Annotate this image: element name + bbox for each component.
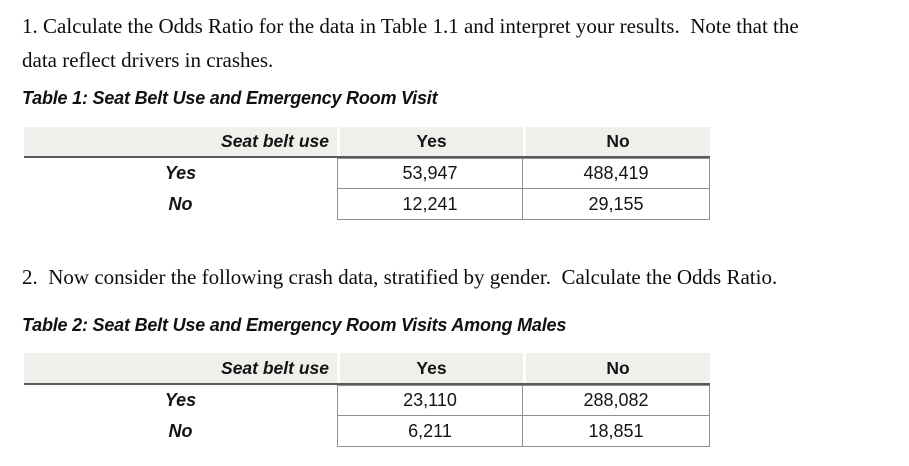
table-1-header-no: No	[526, 127, 710, 156]
problem-2-text: 2. Now consider the following crash data…	[22, 265, 778, 289]
table-2-row-1-yes-value: 23,110	[337, 385, 523, 416]
table-2-caption: Table 2: Seat Belt Use and Emergency Roo…	[22, 315, 567, 335]
table-2-header-yes: Yes	[340, 353, 523, 383]
problem-1-text-line-2: data reflect drivers in crashes.	[22, 48, 274, 72]
table-row: Yes 53,947 488,419	[24, 158, 710, 189]
table-1-row-1-yes-value: 53,947	[337, 158, 523, 189]
table-row: No 6,211 18,851	[24, 416, 710, 447]
table-2-row-1-label: Yes	[164, 390, 197, 410]
table-2-row-2-yes-value: 6,211	[337, 416, 523, 447]
table-row: Yes 23,110 288,082	[24, 385, 710, 416]
table-2-row-2-no-value: 18,851	[523, 416, 710, 447]
table-1-row-2-yes-value: 12,241	[337, 189, 523, 220]
table-1-header-yes: Yes	[340, 127, 523, 156]
table-2-row-1-no-value: 288,082	[523, 385, 710, 416]
table-1-row-1-no-value: 488,419	[523, 158, 710, 189]
table-2-header-no: No	[526, 353, 710, 383]
table-1-row-2-no-value: 29,155	[523, 189, 710, 220]
table-1-row-2-label: No	[168, 194, 193, 214]
table-1-row-1-label: Yes	[164, 163, 197, 183]
table-1-header-row: Seat belt use Yes No	[24, 127, 710, 158]
table-1-header-seat-belt-use: Seat belt use	[24, 127, 337, 156]
table-2-header-seat-belt-use: Seat belt use	[24, 353, 337, 383]
table-2-row-2-label: No	[168, 421, 193, 441]
table-1-caption: Table 1: Seat Belt Use and Emergency Roo…	[22, 88, 438, 108]
table-2-header-row: Seat belt use Yes No	[24, 353, 710, 385]
table-2: Seat belt use Yes No Yes 23,110 288,082 …	[24, 353, 710, 447]
table-row: No 12,241 29,155	[24, 189, 710, 220]
table-1: Seat belt use Yes No Yes 53,947 488,419 …	[24, 127, 710, 220]
problem-1-text-line-1: 1. Calculate the Odds Ratio for the data…	[22, 14, 799, 38]
